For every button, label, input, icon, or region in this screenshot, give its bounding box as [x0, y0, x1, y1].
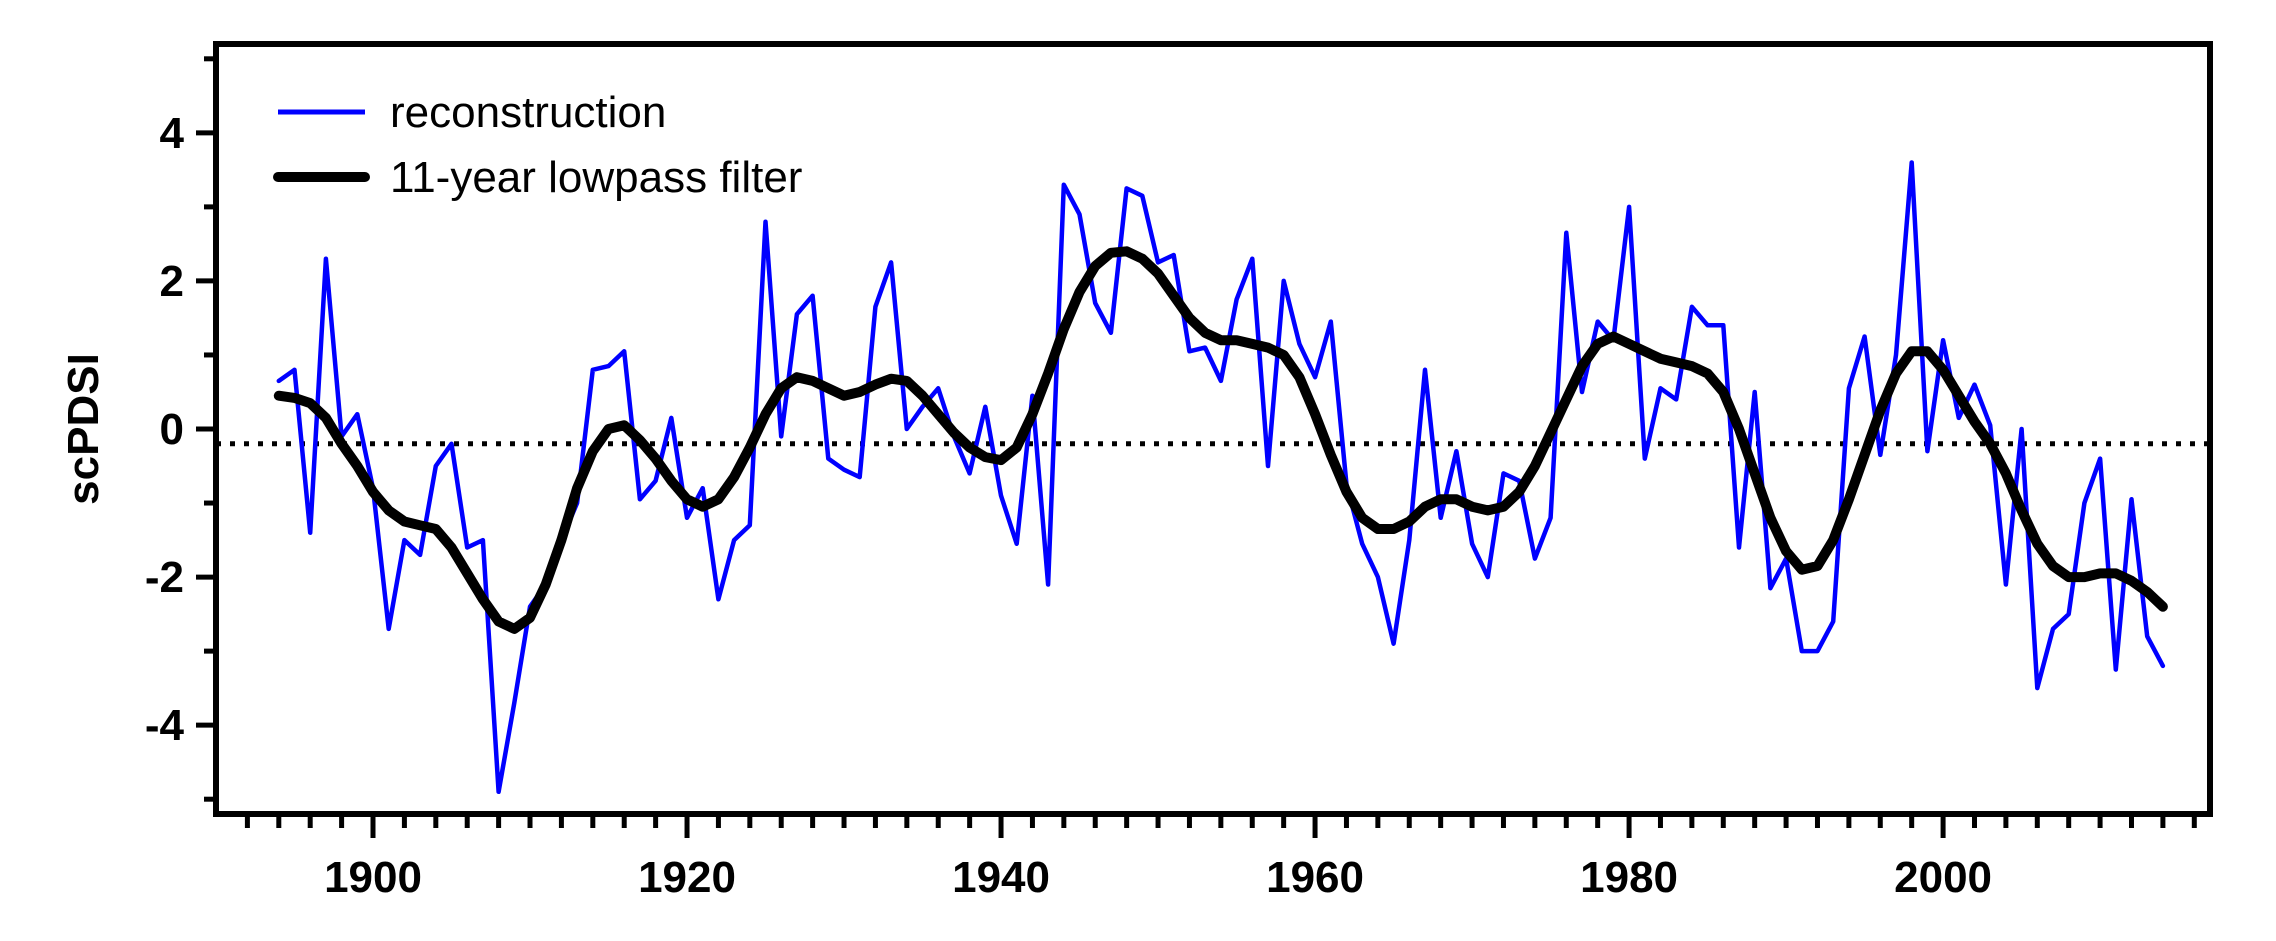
- legend-label-reconstruction: reconstruction: [390, 88, 666, 137]
- x-axis-tick-labels: 1900 1920 1940 1960 1980 2000: [324, 853, 1992, 902]
- series-line-reconstruction: [276, 160, 2166, 795]
- legend-label-lowpass-filter: 11-year lowpass filter: [390, 153, 802, 202]
- legend: reconstruction 11-year lowpass filter: [273, 88, 802, 202]
- x-tick-label: 2000: [1894, 853, 1992, 902]
- series-layer: [273, 160, 2168, 795]
- y-tick-label: 0: [160, 405, 184, 454]
- y-tick-label: -2: [145, 553, 184, 602]
- x-axis-ticks: [244, 814, 2197, 838]
- x-tick-label: 1980: [1580, 853, 1678, 902]
- y-tick-label: 2: [160, 257, 184, 306]
- y-axis-ticks: [196, 56, 216, 802]
- y-axis-tick-labels: -4 -2 0 2 4: [145, 109, 185, 750]
- x-tick-label: 1900: [324, 853, 422, 902]
- x-tick-label: 1940: [952, 853, 1050, 902]
- x-tick-label: 1920: [638, 853, 736, 902]
- x-tick-label: 1960: [1266, 853, 1364, 902]
- y-tick-label: 4: [160, 109, 185, 158]
- y-tick-label: -4: [145, 701, 185, 750]
- y-axis-title: scPDSI: [59, 353, 108, 505]
- series-line-lowpass-filter: [273, 246, 2168, 634]
